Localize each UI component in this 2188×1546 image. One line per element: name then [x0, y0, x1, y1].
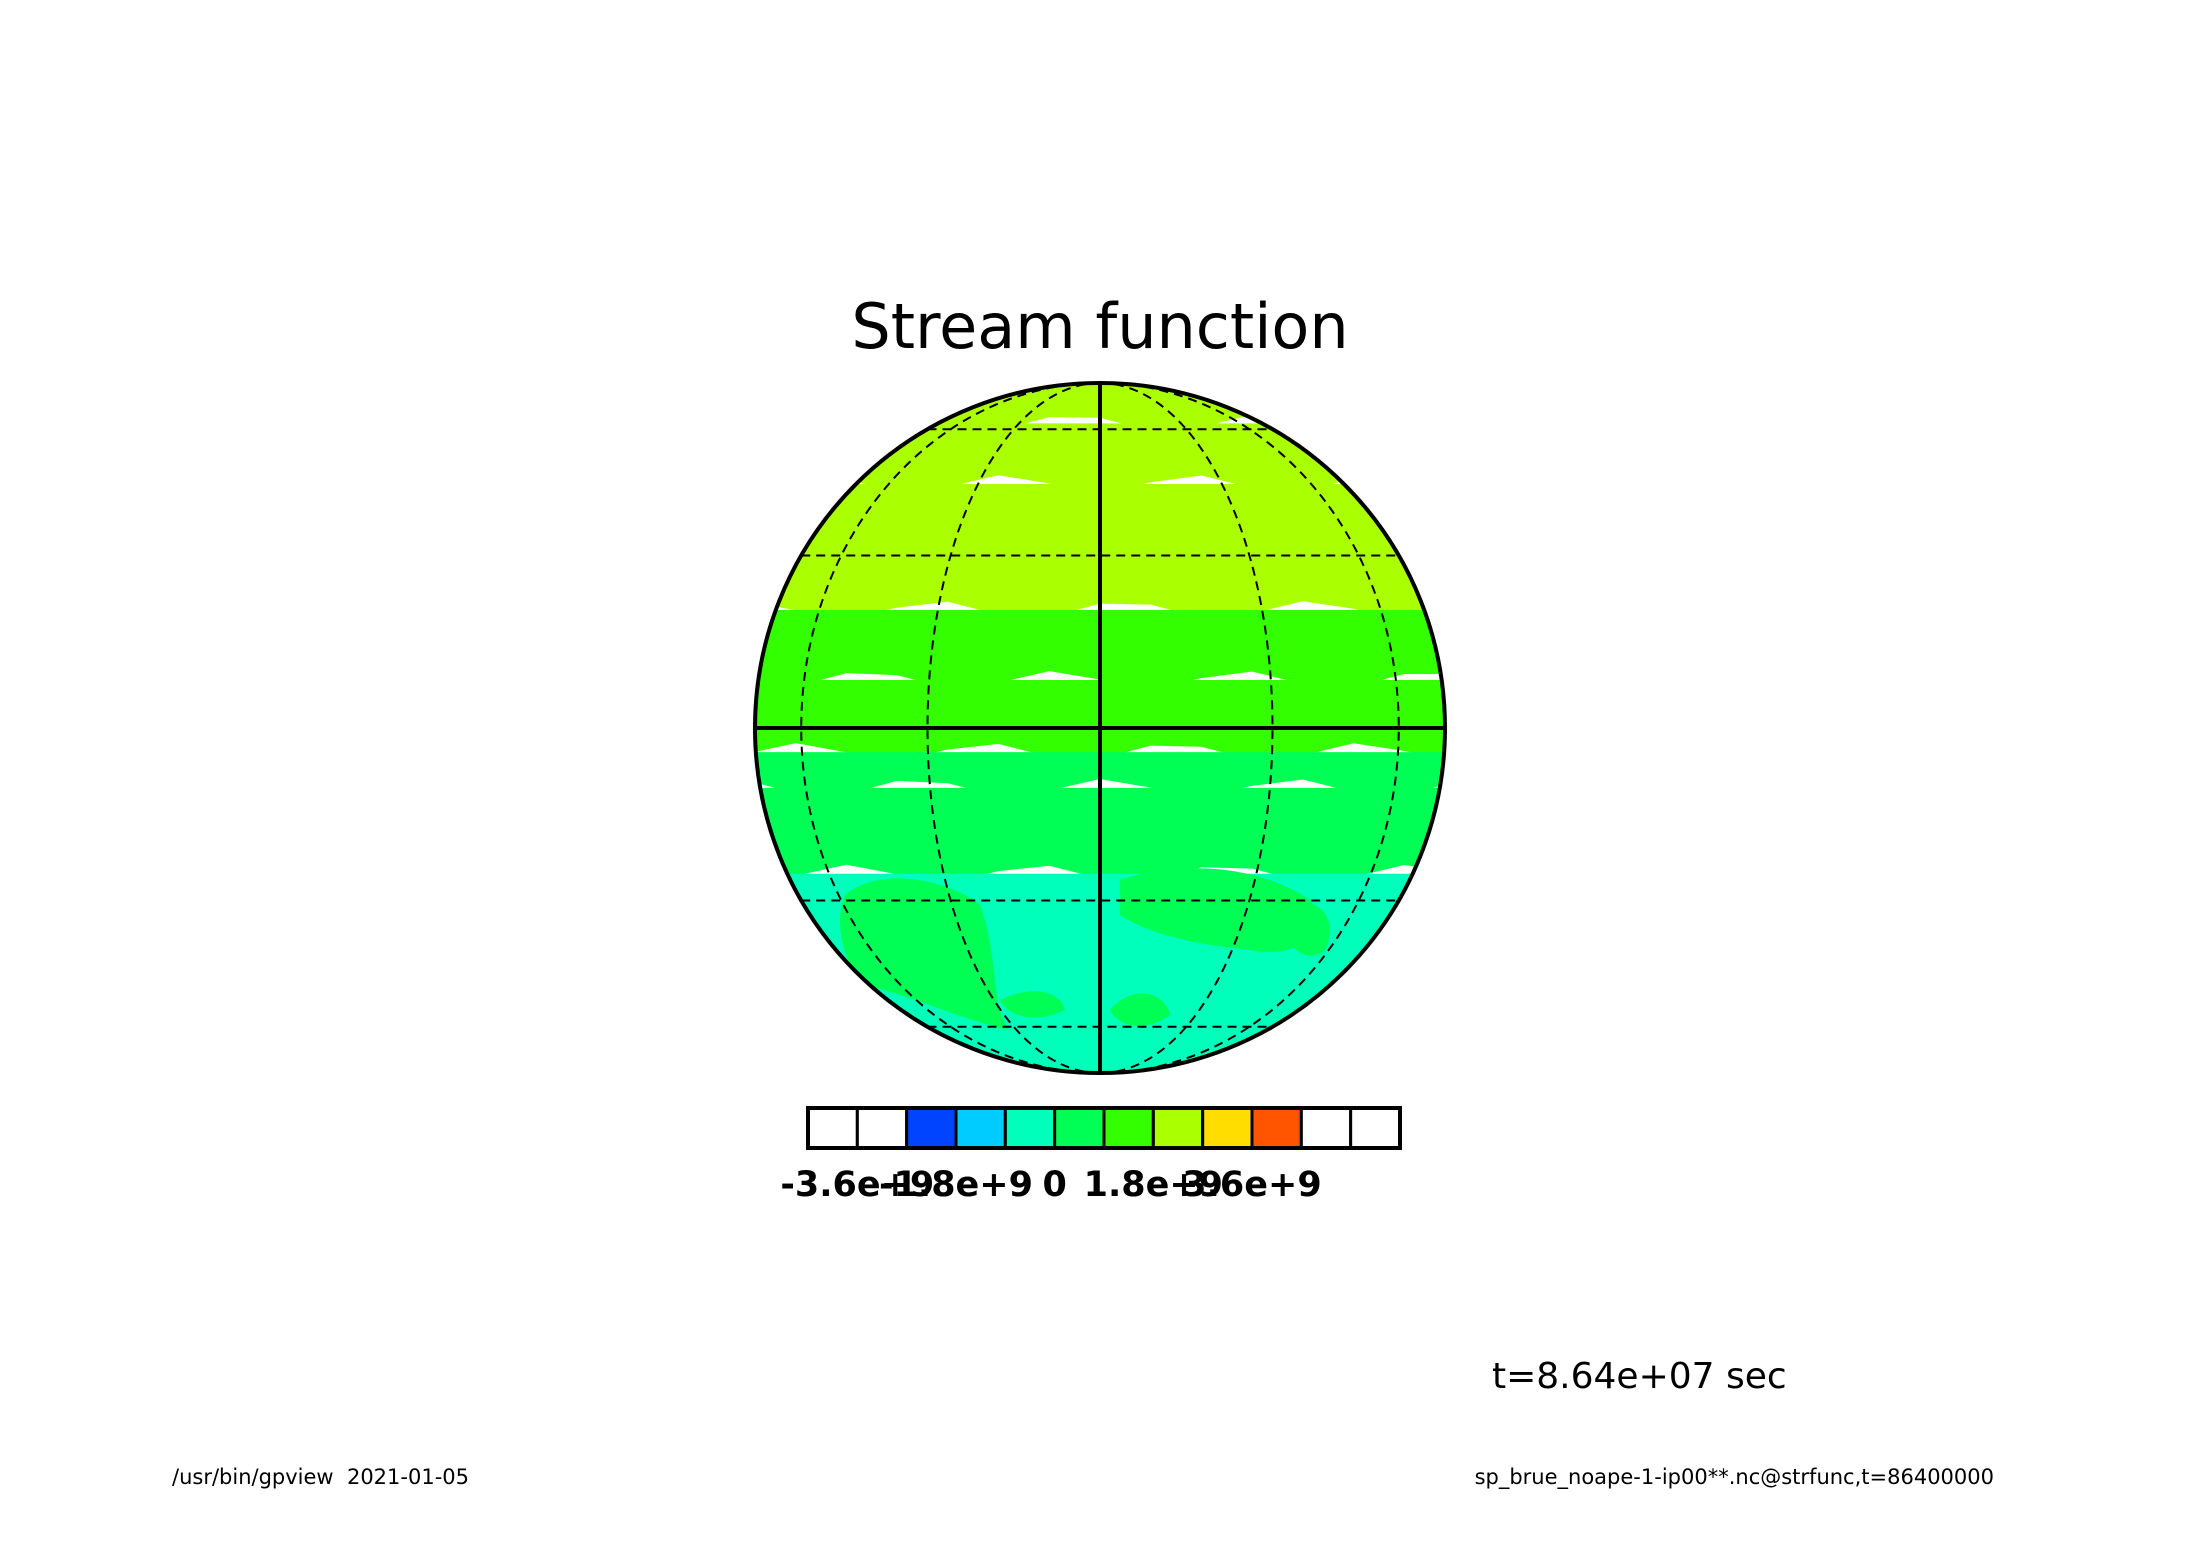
colorbar-cell [806, 1106, 859, 1150]
field-patch [840, 878, 1010, 1030]
longitude-line [1099, 383, 1400, 1073]
colorbar-tick-label: 1.8e+9 [1084, 1165, 1223, 1205]
colorbar-cell [954, 1106, 1007, 1150]
colorbar-cell [1053, 1106, 1106, 1150]
colorbar [806, 1106, 1402, 1150]
longitude-line [800, 383, 1101, 1073]
chart-title: Stream function [851, 290, 1348, 363]
field-patch [1275, 901, 1330, 956]
globe-outline [753, 381, 1447, 1075]
field-patches [840, 868, 1330, 1030]
colorbar-cell [1003, 1106, 1057, 1150]
colorbar-cell [1102, 1106, 1155, 1150]
colorbar-tick-label: 0 [1042, 1165, 1066, 1205]
colorbar-tick-label: -1.8e+9 [879, 1165, 1033, 1205]
field-patch [1000, 991, 1065, 1018]
longitude-line [1099, 383, 1274, 1073]
colorbar-tick-labels: -3.6e+9-1.8e+9 0 1.8e+93.6e+9 [780, 1165, 1321, 1205]
colorbar-cell [1299, 1106, 1353, 1150]
colorbar-cell [1201, 1106, 1254, 1150]
longitude-line [926, 383, 1101, 1073]
colorbar-tick-label: -3.6e+9 [780, 1165, 934, 1205]
footer-left: /usr/bin/gpview 2021-01-05 [172, 1465, 469, 1489]
colorbar-cell [1250, 1106, 1303, 1150]
colorbar-cell [855, 1106, 909, 1150]
colorbar-cell [1151, 1106, 1205, 1150]
footer-right: sp_brue_noape-1-ip00**.nc@strfunc,t=8640… [1475, 1465, 1994, 1490]
colorbar-cell [1349, 1106, 1402, 1150]
colorbar-tick-label: 3.6e+9 [1182, 1165, 1321, 1205]
globe [753, 381, 1447, 1075]
time-label: t=8.64e+07 sec [1492, 1356, 1787, 1397]
field-patch [1120, 868, 1317, 952]
colorbar-cell [905, 1106, 958, 1150]
colorbar-frame [806, 1106, 1402, 1150]
field-patch [1110, 993, 1170, 1026]
